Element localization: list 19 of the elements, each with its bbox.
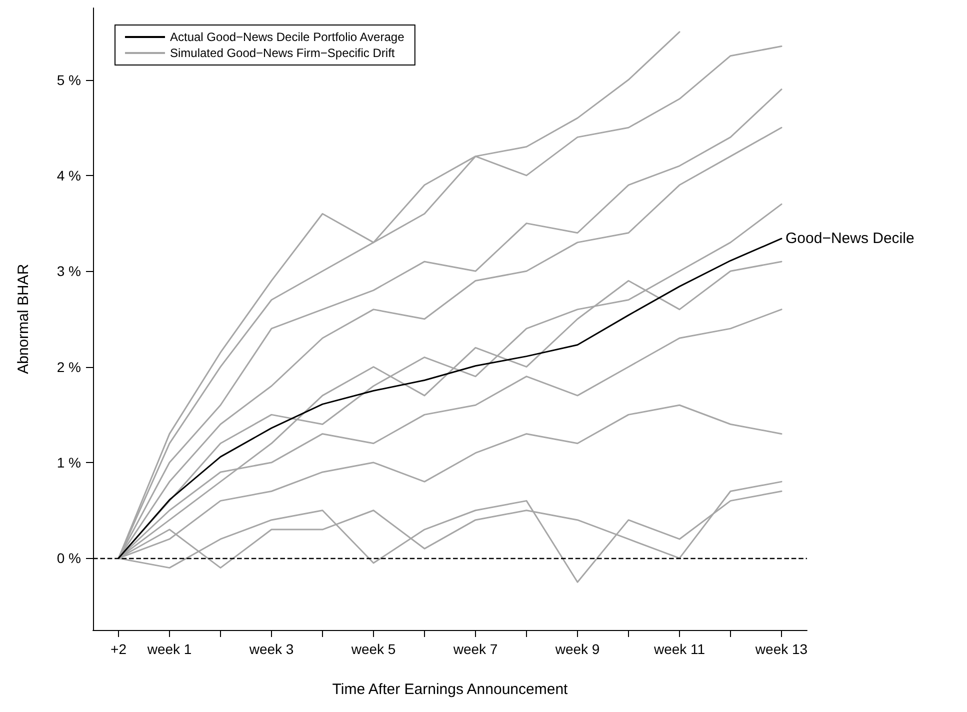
legend-label: Simulated Good−News Firm−Specific Drift	[170, 46, 396, 60]
x-tick-label: week 11	[652, 641, 706, 657]
x-tick-label: week 13	[754, 641, 808, 657]
x-tick-label: week 9	[554, 641, 600, 657]
y-tick-label: 3 %	[56, 263, 81, 280]
x-tick-label: week 7	[452, 641, 498, 657]
x-tick-label: week 3	[248, 641, 294, 657]
y-tick-label: 5 %	[56, 72, 81, 88]
annotation: Good−News Decile	[786, 230, 914, 248]
x-tick-label: +2	[110, 641, 127, 657]
y-tick-label: 4 %	[56, 167, 81, 184]
legend-label: Actual Good−News Decile Portfolio Average	[170, 30, 405, 44]
y-tick-label: 1 %	[56, 454, 81, 471]
y-axis-title: Abnormal BHAR	[15, 264, 32, 374]
y-tick-label: 2 %	[56, 358, 81, 375]
x-tick-label: week 5	[350, 641, 396, 657]
x-tick-label: week 1	[146, 641, 192, 657]
x-axis-title: Time After Earnings Announcement	[332, 681, 569, 698]
y-tick-label: 0 %	[56, 550, 81, 566]
